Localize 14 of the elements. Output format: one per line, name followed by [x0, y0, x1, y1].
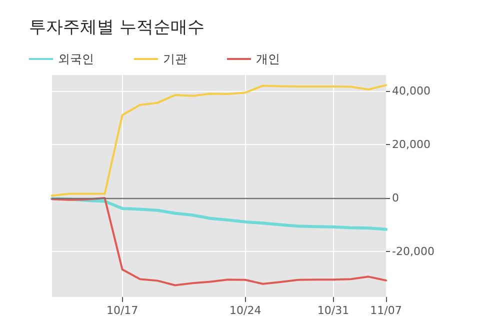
legend-label: 기관 — [163, 52, 187, 66]
y-tick-label: 40,000 — [392, 84, 430, 98]
x-tick-label: 11/07 — [370, 304, 402, 317]
y-tick-label: 0 — [392, 192, 399, 205]
x-tick-label: 10/24 — [230, 304, 262, 317]
x-tick-label: 10/17 — [106, 304, 138, 317]
x-tick-label: 10/31 — [317, 304, 350, 317]
chart-title: 투자주체별 누적순매수 — [29, 18, 204, 38]
line-series — [51, 84, 387, 197]
legend-label: 외국인 — [58, 52, 94, 66]
legend-label: 개인 — [256, 52, 280, 66]
line-series — [51, 197, 387, 286]
y-tick-label: 20,000 — [392, 138, 430, 152]
y-tick-label: -20,000 — [392, 245, 434, 258]
